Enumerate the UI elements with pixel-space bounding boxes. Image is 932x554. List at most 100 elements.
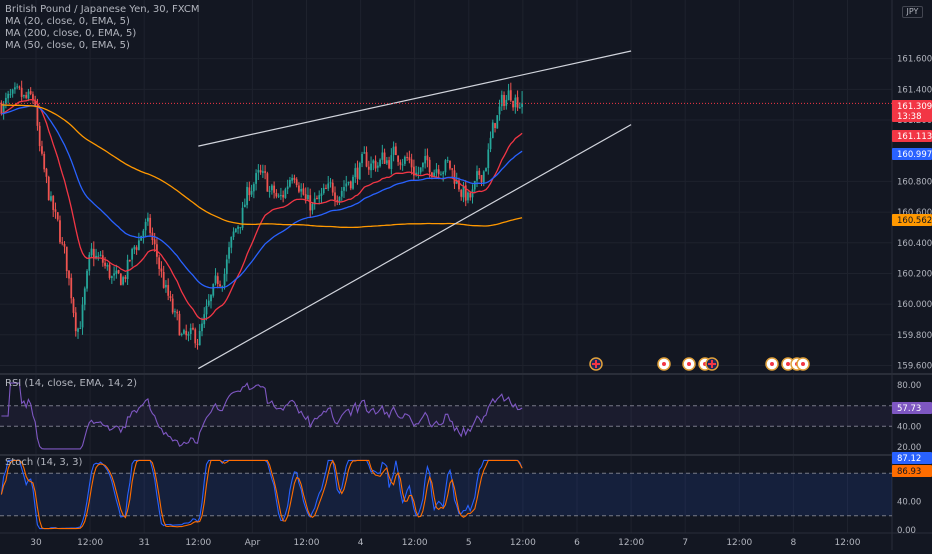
candle-body[interactable] (113, 273, 115, 276)
candle-body[interactable] (286, 186, 289, 190)
candle-body[interactable] (358, 163, 361, 180)
candle-body[interactable] (99, 254, 102, 256)
candle-body[interactable] (185, 330, 188, 336)
candle-body[interactable] (212, 283, 215, 296)
candle-body[interactable] (329, 182, 332, 184)
candle-body[interactable] (365, 152, 368, 167)
candle-body[interactable] (50, 196, 52, 201)
candle-body[interactable] (343, 187, 345, 191)
candle-body[interactable] (354, 168, 357, 178)
candle-body[interactable] (480, 174, 483, 183)
candle-body[interactable] (162, 271, 165, 288)
candle-body[interactable] (487, 149, 490, 169)
candle-body[interactable] (282, 194, 285, 198)
candle-body[interactable] (137, 240, 140, 250)
candle-body[interactable] (469, 192, 472, 198)
candle-body[interactable] (243, 204, 246, 208)
candle-body[interactable] (223, 273, 226, 286)
candle-body[interactable] (142, 230, 145, 237)
candle-body[interactable] (214, 275, 217, 284)
candle-body[interactable] (352, 176, 354, 189)
candle-body[interactable] (61, 242, 64, 244)
candle-body[interactable] (442, 172, 445, 175)
candle-body[interactable] (201, 323, 203, 332)
ma50-line[interactable] (1, 105, 523, 289)
candle-body[interactable] (230, 236, 233, 248)
candle-body[interactable] (169, 296, 172, 299)
candle-body[interactable] (149, 217, 152, 233)
candle-body[interactable] (14, 87, 16, 90)
candle-body[interactable] (18, 86, 21, 88)
candle-body[interactable] (325, 187, 327, 189)
candle-body[interactable] (374, 160, 377, 169)
candle-body[interactable] (131, 248, 134, 260)
candle-body[interactable] (491, 122, 494, 139)
candle-body[interactable] (494, 123, 496, 129)
candle-body[interactable] (388, 160, 390, 169)
candle-body[interactable] (496, 115, 499, 129)
candle-body[interactable] (20, 87, 23, 97)
candle-body[interactable] (392, 146, 395, 155)
candle-body[interactable] (38, 125, 41, 147)
stoch-d-line[interactable] (0, 459, 523, 530)
candle-body[interactable] (403, 156, 406, 164)
ma50-value-badge[interactable]: 160.997 (892, 148, 932, 160)
candle-body[interactable] (158, 257, 161, 269)
candle-body[interactable] (361, 153, 363, 164)
candle-body[interactable] (399, 162, 402, 165)
candle-body[interactable] (95, 255, 97, 259)
ma200-legend[interactable]: MA (200, close, 0, EMA, 5) (5, 28, 137, 39)
candle-body[interactable] (304, 194, 307, 200)
candle-body[interactable] (180, 333, 183, 335)
candle-body[interactable] (108, 264, 111, 278)
candle-body[interactable] (453, 170, 456, 184)
candle-body[interactable] (503, 95, 505, 106)
candle-body[interactable] (41, 146, 43, 154)
candle-body[interactable] (72, 298, 75, 313)
candle-body[interactable] (309, 195, 312, 211)
candle-body[interactable] (176, 311, 179, 314)
ma200-line[interactable] (1, 104, 523, 229)
candle-body[interactable] (512, 100, 514, 108)
candle-body[interactable] (198, 331, 201, 346)
candle-body[interactable] (376, 165, 379, 168)
candle-body[interactable] (451, 168, 454, 170)
candle-body[interactable] (419, 167, 422, 173)
candle-body[interactable] (406, 156, 409, 158)
candle-body[interactable] (11, 89, 14, 94)
candle-body[interactable] (289, 180, 291, 187)
candle-body[interactable] (246, 186, 248, 206)
candle-body[interactable] (381, 152, 384, 160)
candle-body[interactable] (516, 97, 519, 108)
candle-body[interactable] (428, 159, 431, 173)
candle-body[interactable] (70, 277, 73, 299)
trendline[interactable] (198, 124, 632, 370)
ma50-legend[interactable]: MA (50, close, 0, EMA, 5) (5, 40, 130, 51)
candle-body[interactable] (322, 187, 325, 194)
candle-body[interactable] (234, 228, 237, 233)
candle-body[interactable] (397, 155, 400, 162)
candle-body[interactable] (92, 248, 95, 259)
candle-body[interactable] (207, 300, 210, 306)
stoch-d-badge[interactable]: 86.93 (892, 465, 932, 477)
candle-body[interactable] (370, 163, 372, 171)
candle-body[interactable] (302, 188, 305, 195)
ma200-value-badge[interactable]: 160.562 (892, 214, 932, 226)
candle-body[interactable] (165, 284, 167, 288)
candle-body[interactable] (295, 179, 298, 186)
candle-body[interactable] (444, 160, 447, 173)
candle-body[interactable] (449, 160, 451, 169)
candle-body[interactable] (471, 189, 474, 198)
candle-body[interactable] (383, 152, 386, 164)
candle-body[interactable] (119, 273, 122, 286)
candle-body[interactable] (338, 196, 341, 203)
candle-body[interactable] (88, 254, 91, 271)
ma20-legend[interactable]: MA (20, close, 0, EMA, 5) (5, 16, 130, 27)
candle-body[interactable] (133, 246, 136, 250)
candle-body[interactable] (146, 217, 149, 222)
candle-body[interactable] (318, 195, 321, 200)
candle-body[interactable] (178, 313, 181, 336)
candle-body[interactable] (275, 192, 278, 197)
